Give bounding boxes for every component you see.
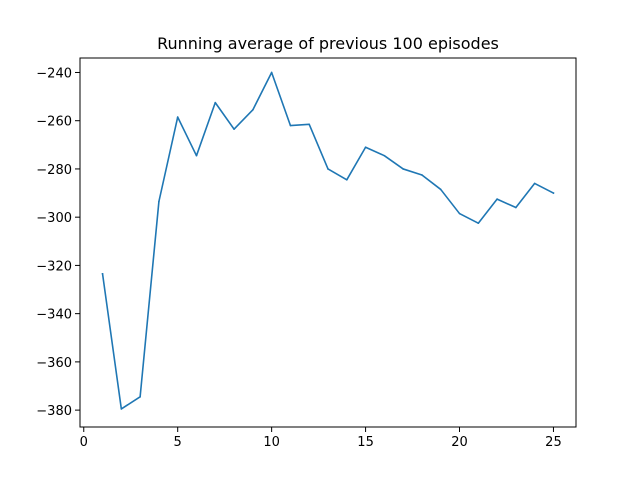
x-tick-label: 25 [545, 435, 562, 450]
data-point [533, 182, 536, 185]
x-tick-label: 20 [451, 435, 468, 450]
data-point [120, 408, 123, 410]
data-point [515, 206, 517, 209]
data-point [101, 273, 104, 275]
data-point [402, 168, 404, 170]
y-tick-label: −300 [36, 211, 72, 226]
data-point [139, 396, 141, 398]
data-point [383, 154, 386, 157]
chart-title: Running average of previous 100 episodes [157, 34, 499, 53]
data-point [327, 168, 329, 170]
data-point [458, 212, 461, 215]
y-tick-label: −340 [36, 308, 72, 323]
data-point [158, 200, 160, 203]
y-tick-label: −260 [36, 115, 72, 130]
x-tick-label: 5 [174, 435, 182, 450]
data-point [496, 198, 498, 200]
data-point [252, 109, 254, 111]
y-tick-label: −320 [36, 259, 72, 274]
data-point [176, 116, 179, 118]
y-tick-label: −240 [36, 66, 72, 81]
x-tick-label: 15 [357, 435, 374, 450]
data-point [233, 128, 235, 130]
data-point [552, 192, 555, 194]
data-point [270, 71, 273, 74]
data-point [289, 124, 292, 127]
y-axis: −380 −360 −340 −320 −300 −280 −260 −240 [36, 66, 80, 419]
y-tick-label: −360 [36, 356, 72, 371]
data-point [439, 188, 442, 191]
x-tick-label: 0 [80, 435, 88, 450]
data-point [308, 123, 311, 126]
x-tick-label: 10 [263, 435, 280, 450]
data-point [345, 178, 348, 181]
y-tick-label: −380 [36, 404, 72, 419]
data-point [214, 101, 217, 104]
data-point [477, 222, 480, 225]
data-point [195, 154, 198, 157]
y-tick-label: −280 [36, 163, 72, 178]
axes-frame [79, 57, 577, 428]
plot-area [101, 71, 555, 410]
x-axis: 0 5 10 15 20 25 [80, 427, 562, 450]
data-point [421, 174, 423, 176]
data-point [364, 146, 367, 149]
